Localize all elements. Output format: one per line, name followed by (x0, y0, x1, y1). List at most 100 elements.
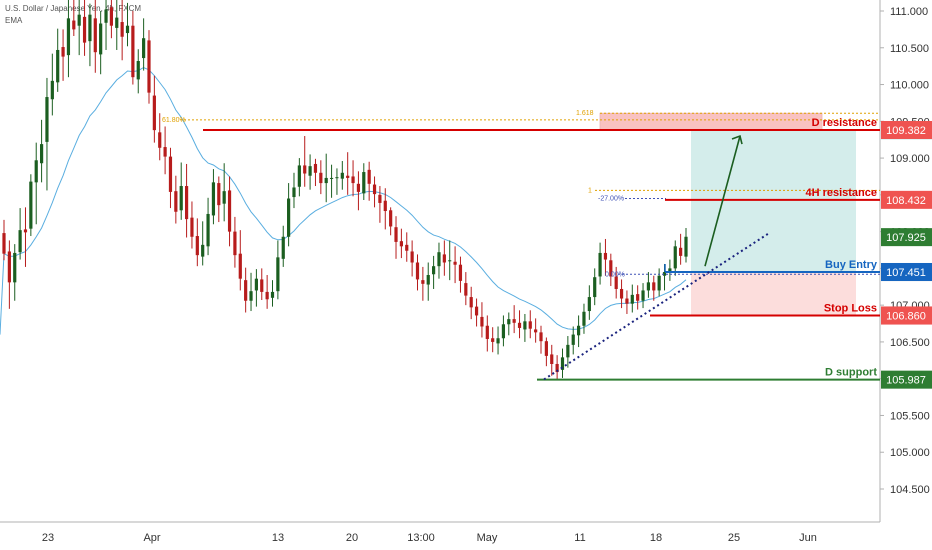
candle-body (168, 156, 173, 192)
candle-body (346, 175, 350, 178)
level-badge-3-bg (881, 306, 932, 325)
candle (131, 11, 135, 85)
candle-body (496, 338, 500, 344)
level-label-3: Stop Loss (824, 302, 877, 314)
candle (82, 0, 87, 56)
candle-body (190, 217, 194, 237)
candle (265, 275, 269, 309)
candle-body (163, 147, 167, 157)
x-tick-label: 11 (574, 532, 585, 544)
candle (576, 315, 581, 348)
candle-body (453, 261, 457, 265)
candle (426, 262, 430, 301)
candles (0, 0, 688, 381)
price-badge-1-bg (881, 228, 932, 247)
candle-body (609, 260, 613, 277)
candle-body (405, 244, 409, 251)
candle-body (544, 341, 548, 356)
candle-body (238, 253, 242, 279)
level-label-1: 4H resistance (805, 187, 877, 199)
candle-body (72, 20, 76, 30)
x-tick-label: 13:00 (407, 532, 435, 544)
candle (566, 336, 570, 368)
target-arrow (704, 135, 741, 267)
candle (415, 254, 420, 291)
candle (372, 176, 377, 208)
candle-body (297, 165, 301, 187)
candle-body (233, 231, 237, 256)
candle (603, 238, 608, 276)
candle (39, 119, 44, 183)
x-tick-label: 18 (650, 532, 662, 544)
candle (152, 75, 156, 143)
candle-body (324, 177, 328, 184)
plot-area (0, 0, 881, 523)
candle (254, 269, 258, 307)
candle-body (184, 186, 189, 220)
candle-body (652, 282, 656, 291)
candle (630, 284, 634, 313)
candle-body (684, 236, 688, 257)
candle (184, 163, 189, 238)
candle (23, 207, 28, 267)
y-tick-label: 105.500 (890, 410, 930, 422)
candle (539, 325, 543, 354)
candle-body (13, 252, 17, 283)
candle-body (582, 311, 586, 326)
candle (222, 163, 226, 222)
candle-body (29, 181, 33, 229)
candle (260, 268, 264, 301)
candle (367, 161, 371, 201)
candle (195, 218, 199, 267)
candle (287, 183, 291, 247)
candle-body (614, 276, 618, 289)
level-badge-2-bg (881, 262, 932, 281)
fib-label-1: 1 (588, 187, 592, 194)
candle (362, 163, 366, 200)
candle (389, 207, 393, 236)
y-tick-label: 106.500 (890, 337, 930, 349)
candle-body (88, 14, 92, 42)
candle (120, 0, 124, 61)
candle-body (308, 166, 312, 176)
candle-body (528, 321, 532, 329)
candle-body (679, 247, 683, 256)
fib-label-minus-27: -27.00% (598, 196, 624, 203)
candle (641, 283, 645, 309)
candle (571, 326, 575, 355)
candle-body (550, 354, 554, 364)
candle-body (458, 264, 463, 281)
candle-body (99, 23, 103, 55)
ema-line (0, 66, 687, 335)
candle (534, 318, 538, 343)
level-badge-0-bg (881, 120, 932, 139)
candle-body (265, 291, 269, 300)
candle-body (254, 278, 258, 291)
candle-body (394, 227, 398, 242)
level-badge-4-bg (881, 370, 932, 389)
level-badge-0-text: 109.382 (886, 125, 926, 137)
level-label-0: D resistance (812, 117, 877, 129)
candle (485, 315, 489, 352)
candle-body (2, 233, 6, 254)
x-tick-label: Apr (143, 532, 160, 544)
candle (308, 154, 312, 190)
candle-body (270, 291, 275, 298)
x-tick-label: 20 (346, 532, 358, 544)
candle-body (367, 169, 371, 184)
candle-body (281, 236, 285, 259)
candle (351, 160, 355, 197)
candle-body (66, 18, 71, 56)
y-tick-label: 105.000 (890, 447, 930, 459)
candle-body (415, 262, 420, 280)
y-tick-label: 109.000 (890, 153, 930, 165)
candle-body (432, 266, 436, 275)
candle-body (222, 191, 226, 204)
candle (507, 312, 511, 336)
candle-body (34, 160, 38, 183)
candle-body (560, 357, 565, 370)
candle (163, 126, 167, 175)
y-tick-label: 111.000 (890, 6, 928, 18)
indicator-label[interactable]: EMA (5, 16, 23, 25)
